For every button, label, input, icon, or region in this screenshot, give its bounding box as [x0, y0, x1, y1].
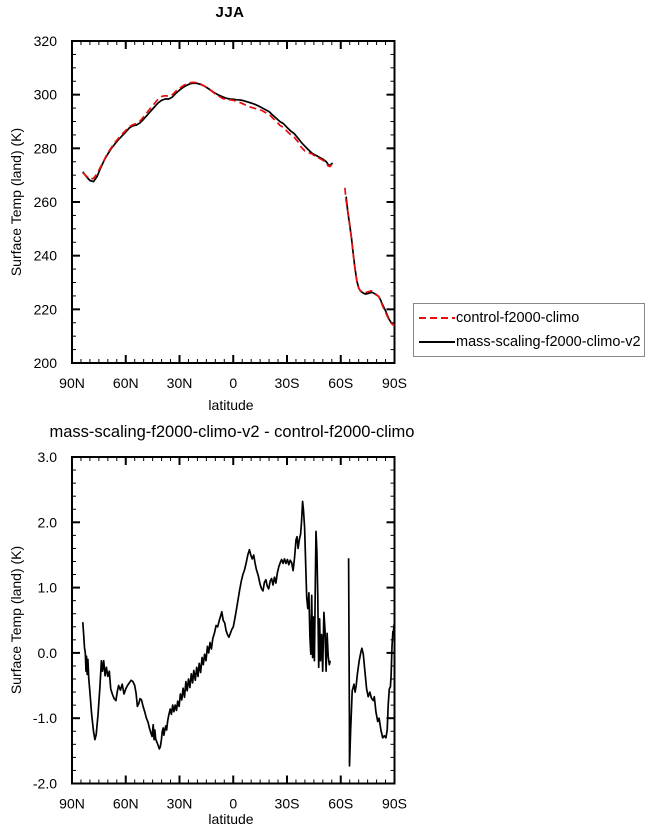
- svg-text:90N: 90N: [59, 796, 85, 812]
- svg-text:280: 280: [34, 140, 58, 156]
- svg-text:30S: 30S: [275, 796, 300, 812]
- svg-text:0.0: 0.0: [38, 645, 58, 661]
- svg-text:3.0: 3.0: [38, 449, 58, 465]
- svg-text:90S: 90S: [382, 375, 407, 391]
- svg-text:260: 260: [34, 194, 58, 210]
- top-ticks: [71, 40, 396, 364]
- svg-text:300: 300: [34, 87, 58, 103]
- legend-label-control: control-f2000-climo: [456, 310, 580, 326]
- series-control-f2000-climo-seg0[interactable]: [82, 81, 334, 181]
- series-mass-scaling-f2000-climo-v2-seg0[interactable]: [82, 82, 334, 183]
- series-difference-seg1[interactable]: [347, 558, 396, 767]
- svg-text:90N: 90N: [59, 375, 85, 391]
- series-control-f2000-climo-seg1[interactable]: [344, 187, 395, 327]
- top-chart-title: JJA: [215, 4, 245, 21]
- top-chart-y-axis-title: Surface Temp (land) (K): [8, 127, 24, 277]
- svg-text:0: 0: [229, 796, 237, 812]
- series-mass-scaling-f2000-climo-v2-seg1[interactable]: [345, 196, 395, 327]
- legend-entry-control: control-f2000-climo: [414, 306, 644, 330]
- svg-text:-1.0: -1.0: [33, 710, 57, 726]
- top-tick-labels: 90N 60N 30N 0 30S 60S 90S 200 220 240 260 280 300 320: [34, 33, 407, 391]
- bottom-chart-x-axis-title: latitude: [208, 811, 254, 827]
- svg-text:30N: 30N: [167, 375, 193, 391]
- svg-text:240: 240: [34, 248, 58, 264]
- svg-text:30S: 30S: [275, 375, 300, 391]
- svg-text:60N: 60N: [113, 796, 139, 812]
- svg-text:90S: 90S: [382, 796, 407, 812]
- svg-text:60S: 60S: [328, 375, 353, 391]
- bottom-chart: 90N 60N 30N 0 30S 60S 90S -2.0 -1.0 0.0 1.0 2.0 3.0: [33, 449, 407, 812]
- bottom-tick-labels: 90N 60N 30N 0 30S 60S 90S -2.0 -1.0 0.0 1.0 2.0 3.0: [33, 449, 407, 812]
- top-chart-x-axis-title: latitude: [208, 397, 254, 413]
- bottom-plot-frame: [71, 456, 396, 785]
- legend-label-mass-scaling: mass-scaling-f2000-climo-v2: [456, 334, 641, 350]
- bottom-chart-y-axis-title: Surface Temp (land) (K): [8, 545, 24, 695]
- svg-text:30N: 30N: [167, 796, 193, 812]
- svg-text:60N: 60N: [113, 375, 139, 391]
- top-chart: 90N 60N 30N 0 30S 60S 90S 200 220 240 260 280 300 320: [34, 33, 407, 391]
- svg-text:0: 0: [229, 375, 237, 391]
- svg-text:220: 220: [34, 301, 58, 317]
- bottom-ticks: [71, 456, 396, 785]
- svg-text:60S: 60S: [328, 796, 353, 812]
- legend-box: control-f2000-climo mass-scaling-f2000-c…: [413, 303, 645, 357]
- svg-text:2.0: 2.0: [38, 514, 58, 530]
- svg-text:200: 200: [34, 355, 58, 371]
- legend-entry-mass-scaling: mass-scaling-f2000-climo-v2: [414, 330, 644, 354]
- series-difference-seg0[interactable]: [81, 500, 332, 750]
- bottom-chart-title: mass-scaling-f2000-climo-v2 - control-f2…: [49, 423, 415, 441]
- svg-text:-2.0: -2.0: [33, 776, 57, 792]
- red-dashed-line-swatch: [419, 317, 455, 319]
- black-solid-line-swatch: [419, 341, 455, 343]
- svg-text:1.0: 1.0: [38, 580, 58, 596]
- svg-text:320: 320: [34, 33, 58, 49]
